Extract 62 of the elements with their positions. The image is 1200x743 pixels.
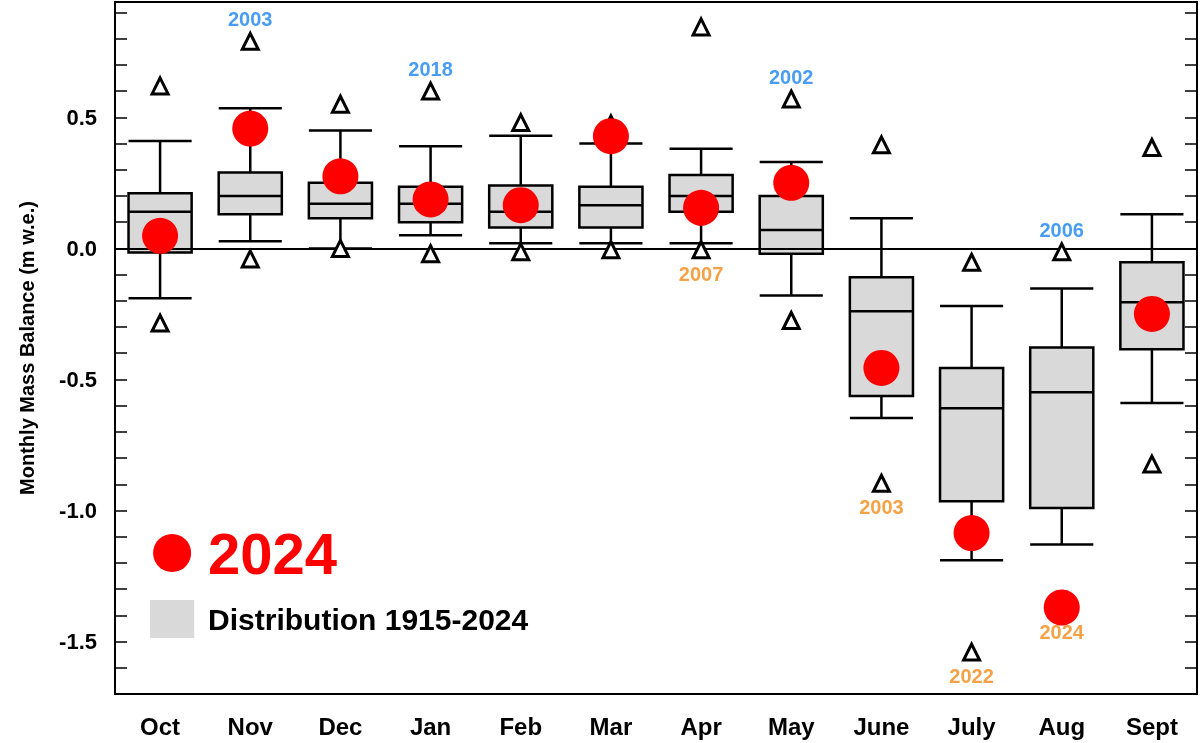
point — [1043, 589, 1080, 626]
point — [1141, 452, 1163, 474]
point — [961, 640, 982, 662]
legend-label: 2024 — [208, 520, 338, 586]
x-tick-label: Aug — [1038, 712, 1086, 740]
point — [683, 189, 720, 226]
point — [421, 244, 441, 264]
point — [240, 31, 260, 51]
annotation: 2006 — [1039, 218, 1084, 241]
point — [691, 240, 711, 260]
annotation: 2003 — [228, 8, 273, 31]
x-tick-label: Dec — [318, 712, 363, 740]
x-tick-label: July — [947, 712, 997, 740]
annotation: 2007 — [678, 262, 724, 285]
point — [149, 311, 171, 333]
point — [330, 238, 350, 258]
point — [240, 249, 260, 269]
point — [781, 310, 801, 330]
y-axis-title: Monthly Mass Balance (m w.e.) — [16, 201, 38, 495]
point — [511, 113, 531, 133]
annotation: 2018 — [408, 58, 453, 81]
point — [1142, 137, 1162, 157]
point — [511, 242, 531, 262]
point — [953, 515, 990, 552]
point — [150, 76, 170, 96]
annotation: 2022 — [949, 665, 994, 688]
point — [412, 181, 449, 218]
legend-label: Distribution 1915-2024 — [208, 602, 529, 636]
point — [781, 89, 801, 109]
point — [232, 110, 269, 147]
point — [871, 135, 891, 155]
point — [502, 187, 539, 224]
point — [871, 473, 891, 493]
y-tick-label: -1.0 — [59, 498, 97, 524]
point — [863, 349, 900, 386]
point — [322, 158, 359, 195]
x-tick-label: June — [853, 712, 910, 740]
x-tick-label: Jan — [409, 712, 452, 740]
y-tick-label: -0.5 — [59, 366, 97, 392]
x-tick-label: May — [767, 712, 816, 740]
annotation: 2003 — [859, 496, 904, 519]
annotation: 2024 — [1039, 620, 1085, 643]
point — [601, 240, 621, 260]
x-tick-label: Oct — [140, 712, 181, 740]
x-tick-label: Apr — [680, 712, 722, 740]
point — [1052, 242, 1072, 262]
annotation: 2002 — [769, 65, 814, 88]
point — [773, 164, 810, 201]
x-tick-label: Sept — [1125, 712, 1178, 740]
point — [1133, 295, 1170, 332]
x-tick-label: Nov — [227, 712, 274, 740]
point — [592, 118, 629, 155]
x-tick-label: Feb — [499, 712, 543, 740]
y-tick-label: 0.0 — [66, 235, 97, 261]
point — [691, 17, 711, 37]
point — [330, 92, 351, 114]
point — [420, 79, 441, 101]
point — [142, 217, 179, 254]
y-tick-label: -1.5 — [59, 629, 97, 655]
x-tick-label: Mar — [589, 712, 633, 740]
y-tick-label: 0.5 — [66, 104, 97, 130]
point — [962, 252, 982, 272]
